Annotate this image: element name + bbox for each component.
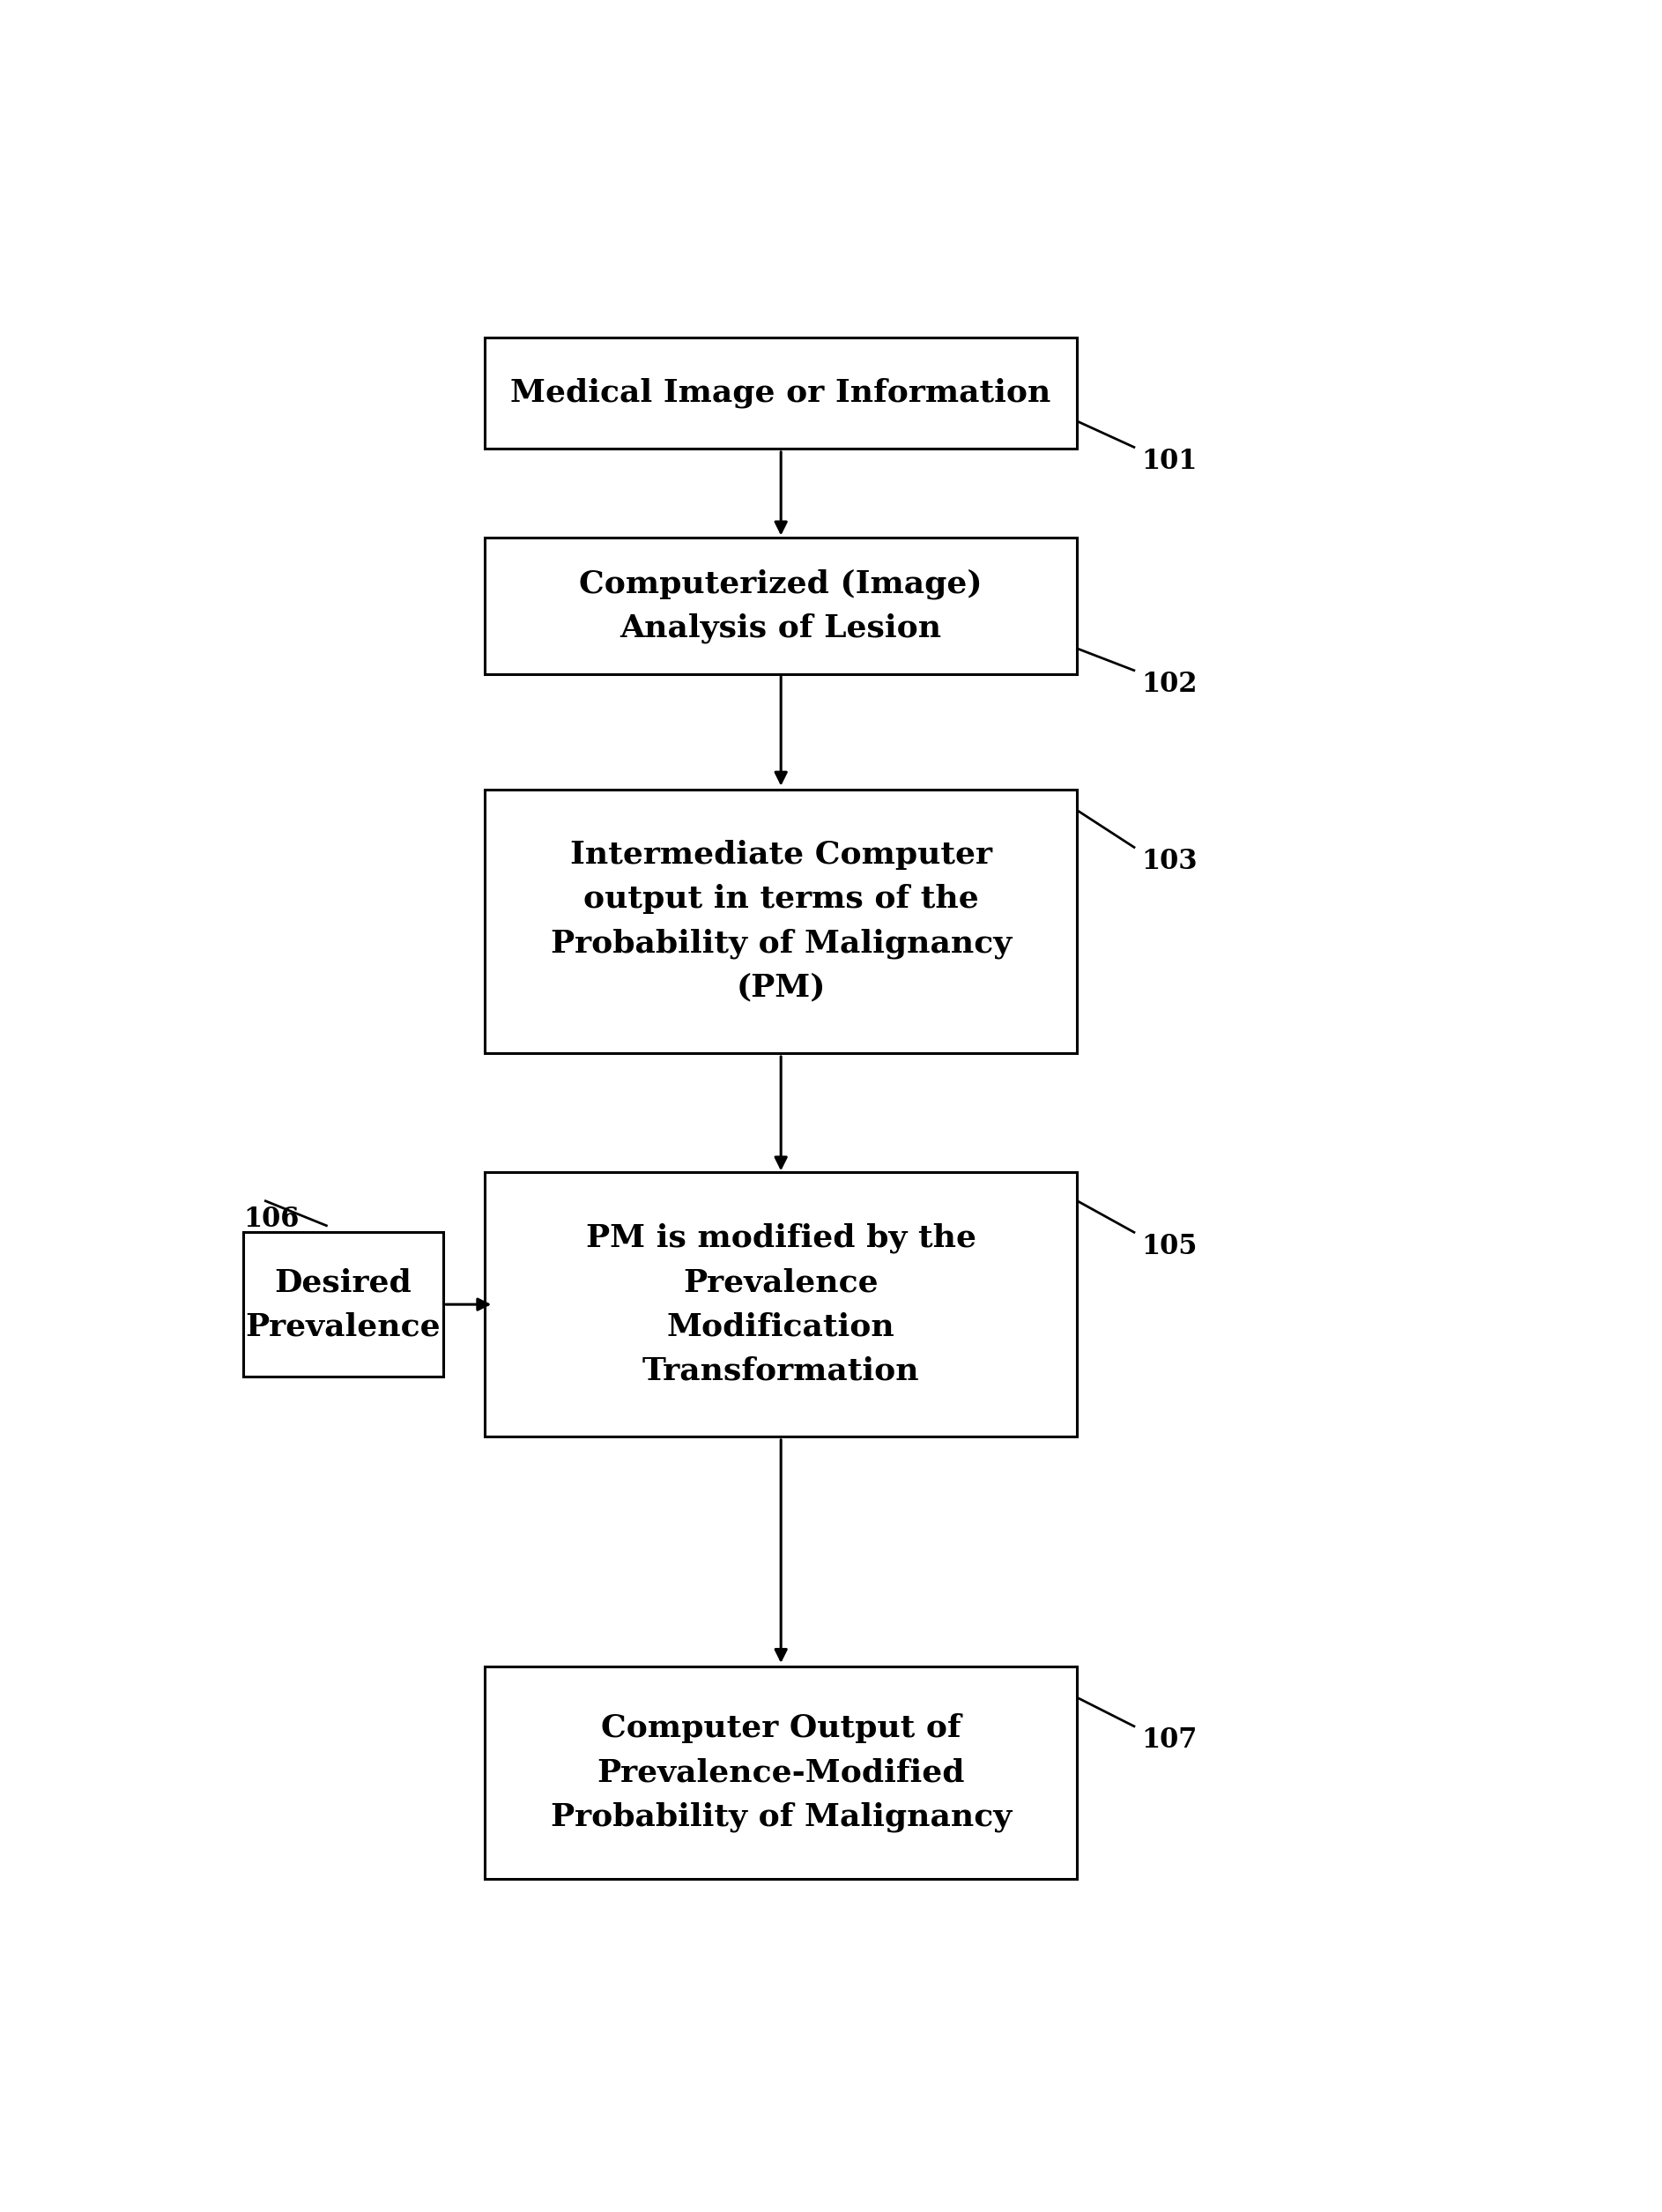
FancyBboxPatch shape: [485, 538, 1077, 675]
FancyBboxPatch shape: [485, 1172, 1077, 1436]
Text: Intermediate Computer
output in terms of the
Probability of Malignancy
(PM): Intermediate Computer output in terms of…: [550, 841, 1012, 1002]
FancyBboxPatch shape: [243, 1232, 442, 1376]
Text: Desired
Prevalence: Desired Prevalence: [246, 1267, 440, 1340]
Text: 106: 106: [244, 1206, 299, 1232]
Text: 105: 105: [1142, 1232, 1197, 1261]
Text: PM is modified by the
Prevalence
Modification
Transformation: PM is modified by the Prevalence Modific…: [585, 1223, 976, 1387]
FancyBboxPatch shape: [485, 790, 1077, 1053]
FancyBboxPatch shape: [485, 1666, 1077, 1880]
Text: Medical Image or Information: Medical Image or Information: [510, 378, 1050, 409]
FancyBboxPatch shape: [485, 338, 1077, 449]
Text: 101: 101: [1142, 447, 1197, 476]
Text: 102: 102: [1142, 670, 1198, 699]
Text: Computerized (Image)
Analysis of Lesion: Computerized (Image) Analysis of Lesion: [580, 568, 982, 644]
Text: 103: 103: [1142, 847, 1198, 876]
Text: 107: 107: [1142, 1728, 1197, 1754]
Text: Computer Output of
Prevalence-Modified
Probability of Malignancy: Computer Output of Prevalence-Modified P…: [550, 1714, 1012, 1832]
